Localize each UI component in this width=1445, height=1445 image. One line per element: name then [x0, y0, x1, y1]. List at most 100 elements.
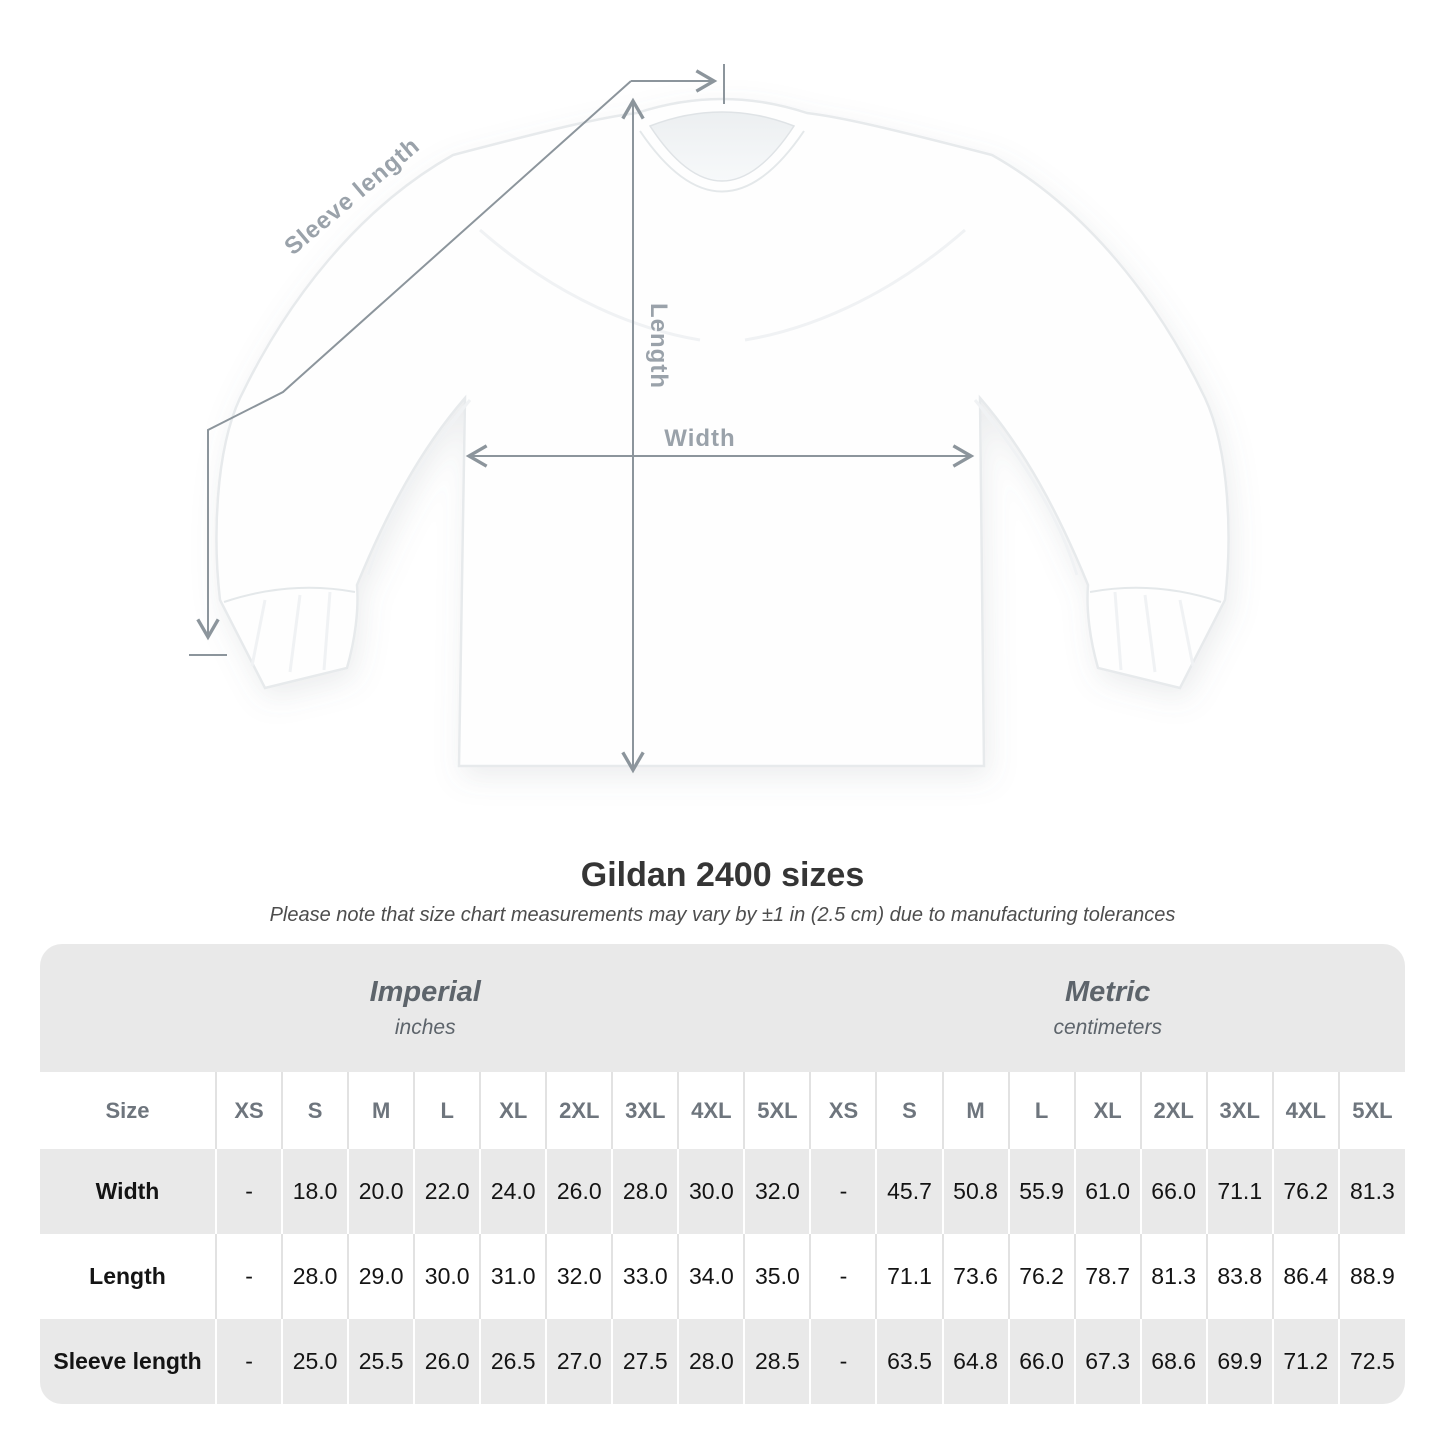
measurement-row-label: Sleeve length	[53, 1348, 202, 1374]
imperial-unit: inches	[394, 1016, 456, 1039]
size-header-metric-xs: XS	[809, 1072, 877, 1149]
size-table: Imperial inches Metric centimeters Size X…	[40, 944, 1405, 1404]
measurement-value: 30.0	[677, 1149, 745, 1234]
measurement-value: 88.9	[1337, 1234, 1405, 1319]
size-header-metric-m: M	[941, 1072, 1009, 1149]
size-header-imperial-2xl: 2XL	[545, 1072, 613, 1149]
size-header-metric-2xl: 2XL	[1139, 1072, 1207, 1149]
page-title: Gildan 2400 sizes	[580, 856, 865, 894]
measurement-value: 28.5	[743, 1319, 811, 1404]
measurement-value: 22.0	[413, 1149, 481, 1234]
imperial-label: Imperial	[369, 976, 481, 1008]
measurement-value: 63.5	[875, 1319, 943, 1404]
measurement-value: 83.8	[1205, 1234, 1273, 1319]
measurement-value: 68.6	[1139, 1319, 1207, 1404]
measurement-value: 28.0	[281, 1234, 349, 1319]
measurement-row: Sleeve length -25.0 25.5 26.0 26.5 27.0 27.5 28…	[40, 1319, 1405, 1404]
size-chart: Imperial inches Metric centimeters Size X…	[40, 944, 1405, 1404]
tolerance-note: Please note that size chart measurements…	[269, 904, 1176, 926]
imperial-group-header: Imperial inches	[40, 944, 810, 1072]
measurement-value: 27.0	[545, 1319, 613, 1404]
left-cuff-seam	[223, 586, 356, 603]
shirt-measurement-diagram: Sleeve length Length Width	[189, 64, 1230, 774]
measurement-row-label: Width	[95, 1178, 160, 1204]
measurement-value: 26.5	[479, 1319, 547, 1404]
size-header-imperial-m: M	[347, 1072, 415, 1149]
measurement-value: 30.0	[413, 1234, 481, 1319]
measurement-value: 76.2	[1007, 1234, 1075, 1319]
width-label: Width	[664, 425, 735, 452]
measurement-value: -	[809, 1149, 877, 1234]
size-header-metric-l: L	[1007, 1072, 1075, 1149]
measurement-value: 26.0	[413, 1319, 481, 1404]
measurement-value: 45.7	[875, 1149, 943, 1234]
measurement-value: 81.3	[1337, 1149, 1405, 1234]
measurement-value: 28.0	[611, 1149, 679, 1234]
measurement-value: -	[809, 1234, 877, 1319]
measurement-value: 73.6	[941, 1234, 1009, 1319]
measurement-value: 64.8	[941, 1319, 1009, 1404]
metric-group-header: Metric centimeters	[810, 944, 1405, 1072]
size-header-metric-4xl: 4XL	[1271, 1072, 1339, 1149]
size-header-imperial-xs: XS	[214, 1072, 283, 1149]
size-header-imperial-xl: XL	[479, 1072, 547, 1149]
measurement-value: 86.4	[1271, 1234, 1339, 1319]
shirt-illustration	[215, 97, 1230, 768]
measurement-value: -	[809, 1319, 877, 1404]
size-header-metric-5xl: 5XL	[1337, 1072, 1405, 1149]
measurement-row: Length -28.0 29.0 30.0 31.0 32.0 33.0 34.0 35.0-…	[40, 1234, 1405, 1319]
measurement-value: 66.0	[1007, 1319, 1075, 1404]
measurement-value: 69.9	[1205, 1319, 1273, 1404]
measurement-value: 71.1	[875, 1234, 943, 1319]
size-column-header: Size	[105, 1097, 150, 1123]
measurement-value: 33.0	[611, 1234, 679, 1319]
measurement-value: 31.0	[479, 1234, 547, 1319]
size-header-metric-xl: XL	[1073, 1072, 1141, 1149]
measurement-value: 25.5	[347, 1319, 415, 1404]
measurement-row: Width -18.0 20.0 22.0 24.0 26.0 28.0 30.0 32.0-4…	[40, 1149, 1405, 1234]
measurement-value: 35.0	[743, 1234, 811, 1319]
size-header-row: Size XS S M L XL 2XL 3XL 4XL 5XL XS S M L XL 2XL 3XL 4XL 5…	[40, 1072, 1405, 1149]
size-header-imperial-l: L	[413, 1072, 481, 1149]
measurement-value: 34.0	[677, 1234, 745, 1319]
size-header-metric-s: S	[875, 1072, 943, 1149]
measurement-value: 29.0	[347, 1234, 415, 1319]
measurement-value: 71.1	[1205, 1149, 1273, 1234]
length-label: Length	[645, 303, 672, 389]
measurement-value: 27.5	[611, 1319, 679, 1404]
sleeve-arrow-diagonal	[196, 80, 632, 641]
collar-opening	[648, 111, 796, 182]
measurement-value: -	[214, 1234, 283, 1319]
size-header-imperial-5xl: 5XL	[743, 1072, 811, 1149]
measurement-value: 26.0	[545, 1149, 613, 1234]
measurement-value: 66.0	[1139, 1149, 1207, 1234]
measurement-value: 67.3	[1073, 1319, 1141, 1404]
size-header-imperial-s: S	[281, 1072, 349, 1149]
size-header-imperial-4xl: 4XL	[677, 1072, 745, 1149]
measurement-value: -	[214, 1149, 283, 1234]
measurement-value: 28.0	[677, 1319, 745, 1404]
left-cuff-ribs	[250, 591, 332, 673]
measurement-value: 72.5	[1337, 1319, 1405, 1404]
metric-label: Metric	[1065, 976, 1151, 1008]
metric-unit: centimeters	[1053, 1016, 1162, 1039]
right-cuff-seam	[1089, 586, 1222, 603]
unit-group-row: Imperial inches Metric centimeters	[40, 944, 1405, 1072]
measurement-value: 24.0	[479, 1149, 547, 1234]
measurement-value: 81.3	[1139, 1234, 1207, 1319]
measurement-value: 61.0	[1073, 1149, 1141, 1234]
shirt-outline	[215, 97, 1230, 768]
collar-seam	[639, 130, 805, 193]
measurement-value: 32.0	[545, 1234, 613, 1319]
measurement-value: 71.2	[1271, 1319, 1339, 1404]
size-header-imperial-3xl: 3XL	[611, 1072, 679, 1149]
right-cuff-ribs	[1113, 591, 1195, 673]
measurement-row-label: Length	[89, 1263, 166, 1289]
measurement-value: 50.8	[941, 1149, 1009, 1234]
measurement-value: 25.0	[281, 1319, 349, 1404]
measurement-value: -	[214, 1319, 283, 1404]
fabric-folds	[366, 228, 1079, 576]
measurement-value: 55.9	[1007, 1149, 1075, 1234]
size-header-metric-3xl: 3XL	[1205, 1072, 1273, 1149]
